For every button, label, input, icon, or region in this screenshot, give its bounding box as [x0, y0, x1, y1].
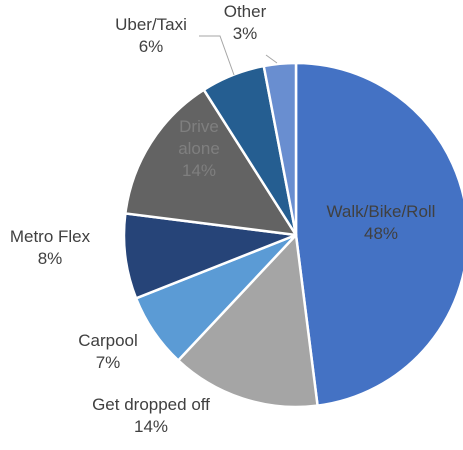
slice-label-carpool: Carpool 7%	[78, 331, 138, 372]
pie-slice-other	[262, 61, 298, 237]
slice-label-uber-taxi: Uber/Taxi 6%	[115, 15, 187, 56]
slice-value-label: 3%	[233, 24, 258, 43]
slice-value-label: 6%	[139, 37, 164, 56]
slice-category-label: Carpool	[78, 331, 138, 350]
slice-category-label: Walk/Bike/Roll	[327, 202, 436, 221]
slice-label-walk-bike-roll: Walk/Bike/Roll 48%	[327, 202, 436, 243]
pie-slices	[122, 61, 463, 409]
leader-line-uber-taxi	[199, 35, 235, 76]
slice-value-label: 14%	[134, 417, 168, 436]
slice-value-label: 7%	[96, 353, 121, 372]
slice-category-label: Uber/Taxi	[115, 15, 187, 34]
slice-category-label: alone	[178, 139, 220, 158]
slice-label-drive-alone: Drive alone 14%	[178, 117, 220, 180]
pie-slice-walk-bike-roll	[294, 61, 463, 407]
slice-label-metro-flex: Metro Flex 8%	[10, 227, 91, 268]
pie-slice-drive-alone	[124, 88, 298, 237]
slice-category-label: Metro Flex	[10, 227, 91, 246]
slice-label-other: Other 3%	[224, 2, 267, 43]
slice-category-label: Drive	[179, 117, 219, 136]
slice-value-label: 14%	[182, 161, 216, 180]
slice-category-label: Other	[224, 2, 267, 21]
leader-lines	[199, 35, 278, 76]
slice-value-label: 48%	[364, 224, 398, 243]
slice-value-label: 8%	[38, 249, 63, 268]
slice-category-label: Get dropped off	[92, 395, 210, 414]
pie-slice-get-dropped-off	[177, 233, 319, 409]
leader-line-other	[265, 54, 278, 64]
slice-labels: Walk/Bike/Roll 48% Get dropped off 14% Carpo…	[10, 2, 436, 436]
slice-label-get-dropped-off: Get dropped off 14%	[92, 395, 210, 436]
